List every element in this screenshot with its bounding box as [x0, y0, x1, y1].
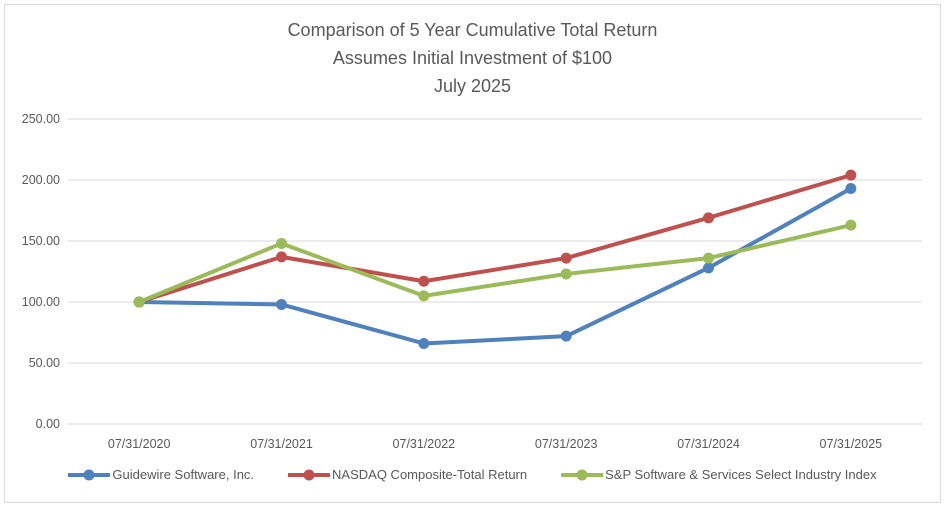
x-axis-tick-label: 07/31/2022 [392, 437, 456, 451]
data-point-guidewire-software-inc [845, 183, 857, 195]
chart-frame [4, 4, 941, 503]
data-point-guidewire-software-inc [703, 262, 714, 274]
legend-line-marker-icon [68, 469, 111, 480]
series-line-guidewire-software-inc [137, 186, 853, 346]
y-axis-tick-label: 150.00 [21, 234, 60, 248]
data-point-nasdaq-composite-total-return [703, 212, 714, 224]
x-axis-tick-label: 07/31/2020 [107, 437, 171, 451]
data-point-s-p-software-services-select-industry-index [276, 237, 287, 249]
data-point-nasdaq-composite-total-return [276, 251, 287, 263]
x-axis-tick-label: 07/31/2024 [677, 437, 740, 451]
chart-title-line-2: Assumes Initial Investment of $100 [332, 48, 613, 68]
data-point-guidewire-software-inc [418, 337, 430, 349]
legend-line-marker-icon [288, 469, 331, 480]
x-axis-tick-label: 07/31/2021 [250, 437, 313, 451]
y-axis-tick-label: 100.00 [21, 295, 60, 309]
legend-label: Guidewire Software, Inc. [112, 467, 255, 482]
chart-title: Comparison of 5 Year Cumulative Total Re… [0, 16, 945, 100]
legend: Guidewire Software, Inc. NASDAQ Composite… [0, 467, 945, 482]
x-axis-tick-label: 07/31/2023 [534, 437, 598, 451]
legend-item-s-p-software-services-select-industry-index: S&P Software & Services Select Industry … [561, 467, 877, 482]
data-point-s-p-software-services-select-industry-index [133, 296, 145, 308]
legend-item-nasdaq-composite-total-return: NASDAQ Composite-Total Return [288, 467, 527, 482]
data-point-guidewire-software-inc [276, 298, 287, 310]
data-point-nasdaq-composite-total-return [845, 169, 857, 181]
chart-title-line-3: July 2025 [433, 76, 512, 96]
data-point-s-p-software-services-select-industry-index [703, 252, 714, 264]
data-point-guidewire-software-inc [560, 330, 572, 342]
legend-label: NASDAQ Composite-Total Return [332, 467, 528, 482]
data-point-s-p-software-services-select-industry-index [560, 268, 572, 280]
data-point-s-p-software-services-select-industry-index [418, 290, 430, 302]
series-line-nasdaq-composite-total-return [137, 173, 853, 304]
data-point-nasdaq-composite-total-return [418, 275, 430, 287]
data-point-nasdaq-composite-total-return [560, 252, 572, 264]
chart-title-line-1: Comparison of 5 Year Cumulative Total Re… [287, 20, 658, 40]
legend-line-marker-icon [561, 469, 604, 480]
y-axis-tick-label: 0.00 [35, 417, 60, 431]
legend-item-guidewire-software-inc: Guidewire Software, Inc. [68, 467, 254, 482]
x-axis-tick-label: 07/31/2025 [819, 437, 883, 451]
y-axis-tick-label: 50.00 [28, 356, 60, 370]
data-point-s-p-software-services-select-industry-index [845, 219, 857, 231]
series-line-s-p-software-services-select-industry-index [137, 223, 853, 304]
y-axis-tick-label: 250.00 [21, 112, 60, 126]
legend-label: S&P Software & Services Select Industry … [605, 467, 877, 482]
y-axis-tick-label: 200.00 [21, 173, 60, 187]
